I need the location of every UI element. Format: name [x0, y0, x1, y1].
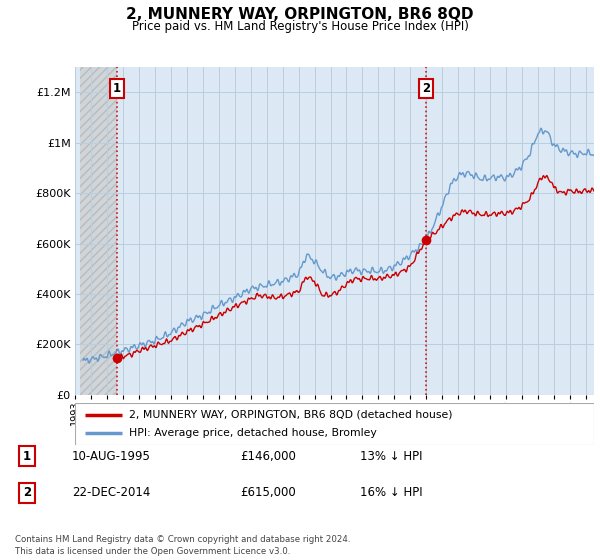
FancyBboxPatch shape	[75, 403, 594, 445]
Text: 22-DEC-2014: 22-DEC-2014	[72, 486, 151, 500]
Text: 10-AUG-1995: 10-AUG-1995	[72, 450, 151, 463]
Text: £615,000: £615,000	[240, 486, 296, 500]
Text: 2: 2	[23, 486, 31, 500]
Text: Price paid vs. HM Land Registry's House Price Index (HPI): Price paid vs. HM Land Registry's House …	[131, 20, 469, 33]
Text: 1: 1	[23, 450, 31, 463]
Text: 2, MUNNERY WAY, ORPINGTON, BR6 8QD: 2, MUNNERY WAY, ORPINGTON, BR6 8QD	[126, 7, 474, 22]
Text: 13% ↓ HPI: 13% ↓ HPI	[360, 450, 422, 463]
Text: Contains HM Land Registry data © Crown copyright and database right 2024.
This d: Contains HM Land Registry data © Crown c…	[15, 535, 350, 556]
Text: HPI: Average price, detached house, Bromley: HPI: Average price, detached house, Brom…	[130, 428, 377, 438]
Text: 2: 2	[422, 82, 430, 95]
Text: 2, MUNNERY WAY, ORPINGTON, BR6 8QD (detached house): 2, MUNNERY WAY, ORPINGTON, BR6 8QD (deta…	[130, 410, 453, 420]
Text: 16% ↓ HPI: 16% ↓ HPI	[360, 486, 422, 500]
Text: 1: 1	[113, 82, 121, 95]
Text: £146,000: £146,000	[240, 450, 296, 463]
